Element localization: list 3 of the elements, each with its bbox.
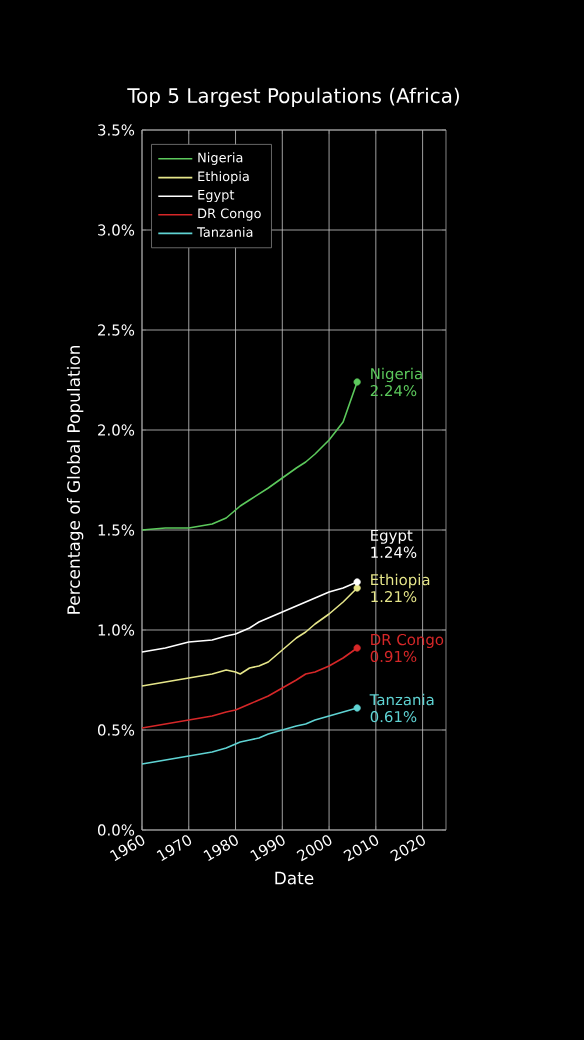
chart-title: Top 5 Largest Populations (Africa) (127, 87, 459, 108)
y-axis-title: Percentage of Global Population (66, 346, 84, 614)
x-axis-title: Date (275, 871, 314, 885)
